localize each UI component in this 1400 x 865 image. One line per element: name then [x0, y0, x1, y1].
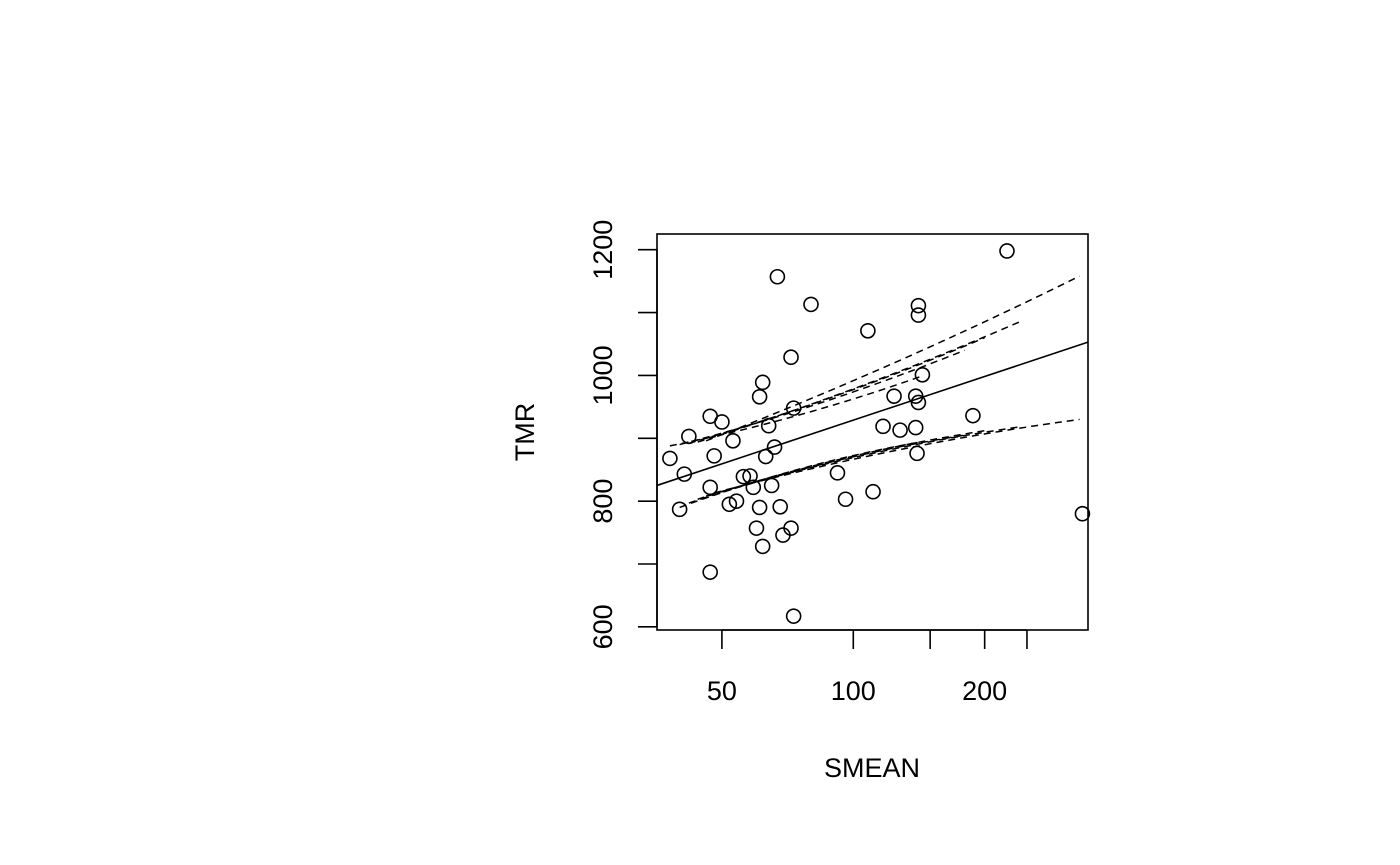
data-point [754, 538, 771, 555]
data-point [725, 432, 741, 449]
x-axis: 50 100 200 [707, 629, 1028, 706]
y-tick-label: 1200 [588, 220, 618, 280]
data-point [772, 498, 788, 515]
data-point [735, 468, 752, 485]
data-point [803, 296, 819, 313]
data-points [662, 243, 1091, 624]
data-point [754, 374, 771, 391]
data-point [875, 418, 891, 435]
data-point [766, 439, 783, 455]
data-point [914, 366, 931, 383]
data-point [702, 564, 718, 580]
plot-frame [656, 233, 1089, 631]
data-point [829, 465, 846, 481]
data-point [676, 466, 693, 482]
upper-band-line [697, 321, 1020, 443]
data-point [662, 450, 678, 467]
data-point [910, 297, 927, 314]
data-point [728, 493, 745, 509]
data-point [910, 394, 927, 411]
upper-band-line [688, 337, 985, 445]
data-point [860, 322, 876, 339]
lower-band-line [679, 440, 924, 509]
data-point [721, 496, 738, 513]
data-point [751, 388, 768, 405]
data-point [783, 349, 799, 366]
data-point [785, 608, 802, 624]
data-point [745, 479, 762, 496]
data-point [907, 419, 924, 436]
lower-band-line [688, 434, 965, 504]
lower-band-line [713, 418, 1080, 494]
x-tick-label: 50 [707, 676, 737, 706]
data-point [783, 520, 799, 536]
data-point [702, 479, 718, 496]
upper-band-line [669, 374, 924, 447]
data-point [837, 491, 854, 508]
data-point [785, 400, 802, 416]
data-point [714, 414, 730, 430]
data-point [681, 428, 697, 445]
data-point [909, 445, 925, 462]
data-point [757, 448, 774, 465]
x-tick-label: 200 [962, 676, 1007, 706]
data-point [748, 520, 765, 536]
y-axis-label: TMR [510, 403, 540, 461]
y-tick-label: 1000 [588, 345, 618, 405]
confidence-bands [669, 275, 1080, 509]
y-axis: 600 800 1000 1200 [588, 220, 658, 649]
data-point [999, 243, 1015, 259]
data-point [769, 268, 786, 285]
data-point [671, 501, 688, 518]
data-point [965, 407, 981, 424]
fit-line [656, 341, 1089, 487]
data-point [760, 417, 777, 434]
data-point [763, 477, 780, 494]
data-point [865, 483, 881, 500]
data-point [742, 468, 758, 484]
fit-line-group [656, 341, 1089, 487]
x-tick-label: 100 [831, 676, 876, 706]
y-tick-label: 600 [588, 604, 618, 649]
data-point [1074, 505, 1091, 522]
data-point [706, 448, 722, 464]
lower-band-line [705, 426, 1020, 497]
data-point [751, 499, 768, 516]
data-point [886, 388, 902, 404]
data-point [892, 422, 908, 438]
upper-band-line [705, 275, 1080, 442]
y-tick-label: 800 [588, 479, 618, 524]
data-point [910, 307, 927, 323]
x-axis-label: SMEAN [824, 753, 920, 783]
